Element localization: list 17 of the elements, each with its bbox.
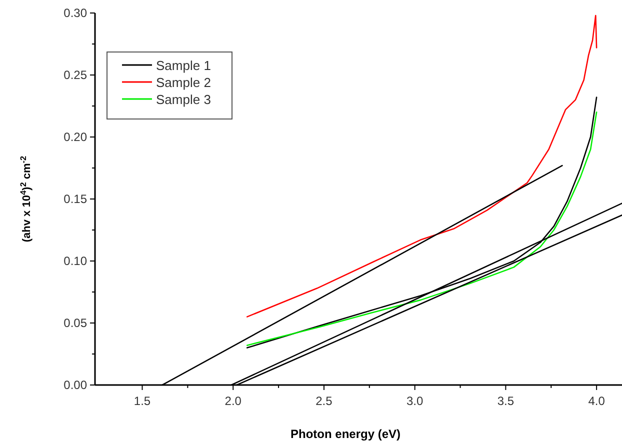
legend-label: Sample 3 [156, 92, 211, 107]
y-tick-label: 0.15 [64, 192, 88, 206]
x-axis-title: Photon energy (eV) [290, 427, 401, 441]
y-tick-label: 0.00 [64, 378, 88, 392]
x-tick-label: 3.0 [406, 394, 424, 408]
y-tick-label: 0.10 [64, 254, 88, 268]
legend-label: Sample 2 [156, 75, 211, 90]
y-tick-label: 0.20 [64, 130, 88, 144]
x-tick-label: 4.0 [588, 394, 606, 408]
y-tick-label: 0.05 [64, 316, 88, 330]
legend-label: Sample 1 [156, 58, 211, 73]
x-tick-label: 2.0 [224, 394, 242, 408]
y-tick-label: 0.25 [64, 68, 88, 82]
x-tick-label: 2.5 [316, 394, 333, 408]
y-tick-label: 0.30 [64, 6, 88, 20]
x-tick-label: 1.5 [134, 394, 151, 408]
x-tick-label: 3.5 [497, 394, 514, 408]
